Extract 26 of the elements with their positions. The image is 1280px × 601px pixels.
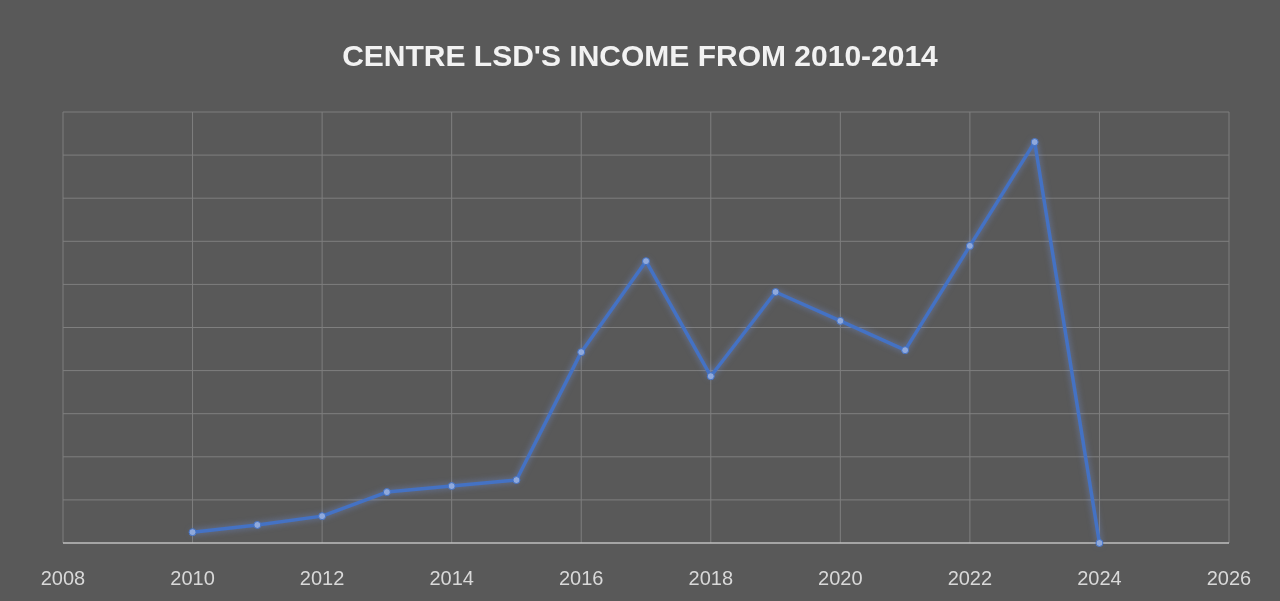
point xyxy=(188,528,197,537)
point xyxy=(318,512,327,521)
point xyxy=(1030,138,1039,147)
x-tick-label: 2012 xyxy=(299,567,345,589)
x-tick-label: 2024 xyxy=(1077,567,1122,589)
x-tick-label: 2026 xyxy=(1206,567,1252,589)
point xyxy=(512,476,521,485)
x-tick-label: 2014 xyxy=(429,567,474,589)
point xyxy=(965,241,974,250)
x-tick-label: 2022 xyxy=(947,567,993,589)
x-tick-label: 2016 xyxy=(558,567,604,589)
point xyxy=(577,348,586,357)
x-tick-label: 2010 xyxy=(170,567,215,589)
point xyxy=(253,520,262,529)
point xyxy=(901,346,910,355)
x-tick-label: 2020 xyxy=(818,567,863,589)
point xyxy=(1095,539,1104,547)
point xyxy=(706,372,715,381)
point xyxy=(447,482,456,491)
x-tick-label: 2018 xyxy=(688,567,734,589)
chart-title: CENTRE LSD'S INCOME FROM 2010-2014 xyxy=(342,39,939,72)
point xyxy=(642,257,650,266)
point xyxy=(382,488,391,497)
point xyxy=(771,288,780,297)
point xyxy=(836,316,845,325)
x-tick-label: 2008 xyxy=(40,567,86,589)
